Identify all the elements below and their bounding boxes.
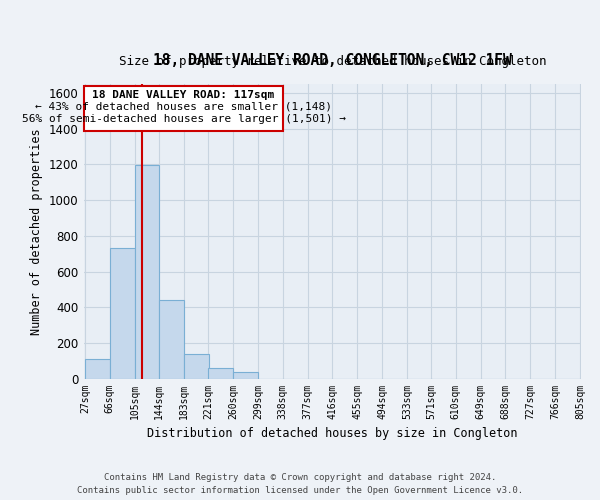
Bar	[134, 166, 160, 378]
Y-axis label: Number of detached properties: Number of detached properties	[31, 128, 43, 334]
Bar	[184, 354, 209, 378]
Bar	[233, 372, 258, 378]
Text: 18 DANE VALLEY ROAD: 117sqm: 18 DANE VALLEY ROAD: 117sqm	[92, 90, 275, 100]
X-axis label: Distribution of detached houses by size in Congleton: Distribution of detached houses by size …	[147, 427, 518, 440]
Text: ← 43% of detached houses are smaller (1,148): ← 43% of detached houses are smaller (1,…	[35, 102, 332, 112]
Bar	[208, 368, 233, 378]
Text: 56% of semi-detached houses are larger (1,501) →: 56% of semi-detached houses are larger (…	[22, 114, 346, 124]
Text: Contains HM Land Registry data © Crown copyright and database right 2024.
Contai: Contains HM Land Registry data © Crown c…	[77, 473, 523, 495]
Text: Size of property relative to detached houses in Congleton: Size of property relative to detached ho…	[119, 55, 546, 68]
Title: 18, DANE VALLEY ROAD, CONGLETON, CW12 1FW: 18, DANE VALLEY ROAD, CONGLETON, CW12 1F…	[153, 52, 512, 68]
Bar	[85, 359, 110, 378]
FancyBboxPatch shape	[84, 86, 283, 130]
Bar	[110, 248, 134, 378]
Bar	[160, 300, 184, 378]
